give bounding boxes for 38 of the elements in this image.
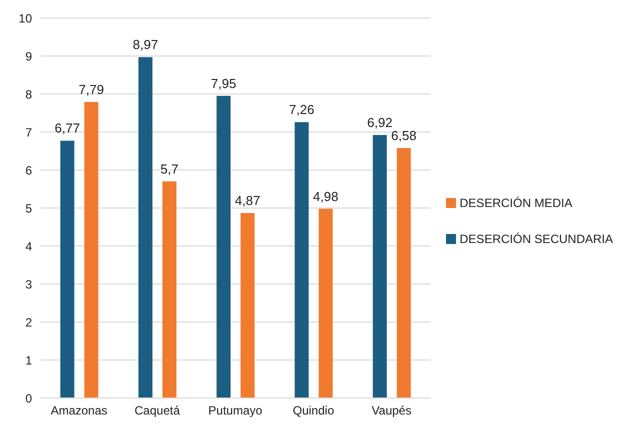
y-tick-label: 5: [25, 201, 32, 216]
x-tick-label: Vaupés: [372, 404, 412, 418]
bar: [318, 208, 333, 398]
data-label: 4,98: [313, 188, 338, 204]
data-label: 8,97: [132, 37, 158, 52]
bar: [84, 102, 98, 398]
data-label: 7,95: [210, 76, 236, 91]
y-tick-label: 1: [25, 353, 32, 368]
bar: [216, 96, 231, 398]
bar: [294, 122, 309, 398]
bar: [162, 181, 176, 398]
x-tick-label: Caquetá: [134, 404, 180, 418]
data-label: 4,87: [234, 192, 260, 208]
x-tick-label: Putumayo: [208, 404, 263, 418]
y-tick-label: 9: [25, 49, 32, 64]
bar: [138, 57, 152, 398]
y-tick-label: 7: [25, 125, 32, 140]
bar: [240, 212, 255, 398]
y-tick-label: 8: [25, 87, 32, 102]
data-label: 7,79: [78, 82, 104, 97]
y-tick-label: 10: [18, 11, 32, 26]
bar: [372, 135, 387, 398]
y-tick-label: 3: [25, 277, 32, 292]
x-tick-label: Amazonas: [50, 404, 108, 418]
data-label: 6,58: [391, 128, 416, 143]
bar: [396, 148, 411, 398]
y-tick-label: 0: [25, 391, 32, 406]
y-tick-label: 4: [25, 239, 32, 254]
y-tick-label: 2: [25, 315, 32, 330]
legend-label: DESERCIÓN MEDIA: [460, 196, 572, 210]
data-label: 5,7: [160, 161, 178, 176]
bar: [60, 140, 74, 398]
data-label: 6,92: [367, 115, 392, 130]
legend-label: DESERCIÓN SECUNDARIA: [460, 232, 613, 246]
data-label: 7,26: [289, 102, 314, 118]
y-tick-label: 6: [25, 163, 32, 178]
data-label: 6,77: [54, 120, 80, 136]
x-tick-label: Quindio: [292, 404, 334, 418]
